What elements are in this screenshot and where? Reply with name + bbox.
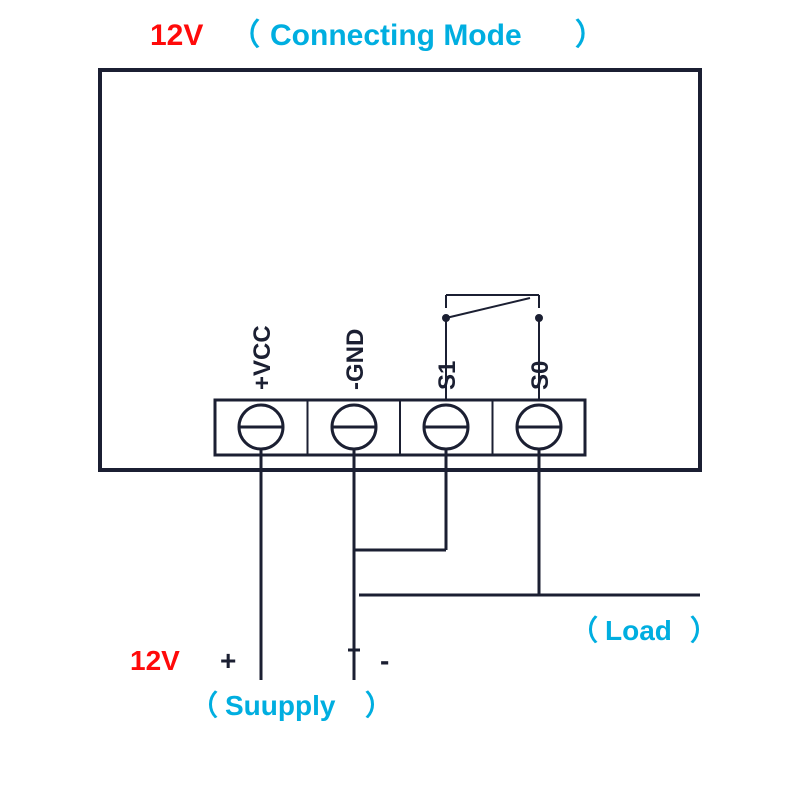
supply-label-open: （ bbox=[190, 689, 218, 721]
title-mode-text: Connecting Mode bbox=[270, 19, 522, 52]
supply-minus-sign: - bbox=[380, 645, 389, 676]
screw-vcc bbox=[239, 405, 283, 449]
screw-gnd bbox=[332, 405, 376, 449]
load-label-open: （ bbox=[570, 614, 598, 646]
pin-label-vcc: +VCC bbox=[249, 325, 276, 390]
supply-voltage-label: 12V bbox=[130, 645, 180, 676]
pin-label-s0: S0 bbox=[527, 361, 554, 390]
pin-label-s1: S1 bbox=[434, 361, 461, 390]
supply-plus-sign: + bbox=[220, 645, 236, 676]
supply-label-close: ） bbox=[365, 689, 393, 721]
screw-s0 bbox=[517, 405, 561, 449]
load-label-text: Load bbox=[605, 615, 672, 646]
title-voltage: 12V bbox=[150, 19, 203, 52]
title-mode-close: ） bbox=[575, 18, 605, 52]
supply-label-text: Suupply bbox=[225, 690, 336, 721]
pin-label-gnd: -GND bbox=[342, 329, 369, 390]
load-label-close: ） bbox=[690, 614, 718, 646]
title-mode-open: （ bbox=[230, 18, 260, 52]
wiring-diagram: 12V （ Connecting Mode ） +VCC -GND S1 S0 bbox=[0, 0, 800, 800]
screw-s1 bbox=[424, 405, 468, 449]
